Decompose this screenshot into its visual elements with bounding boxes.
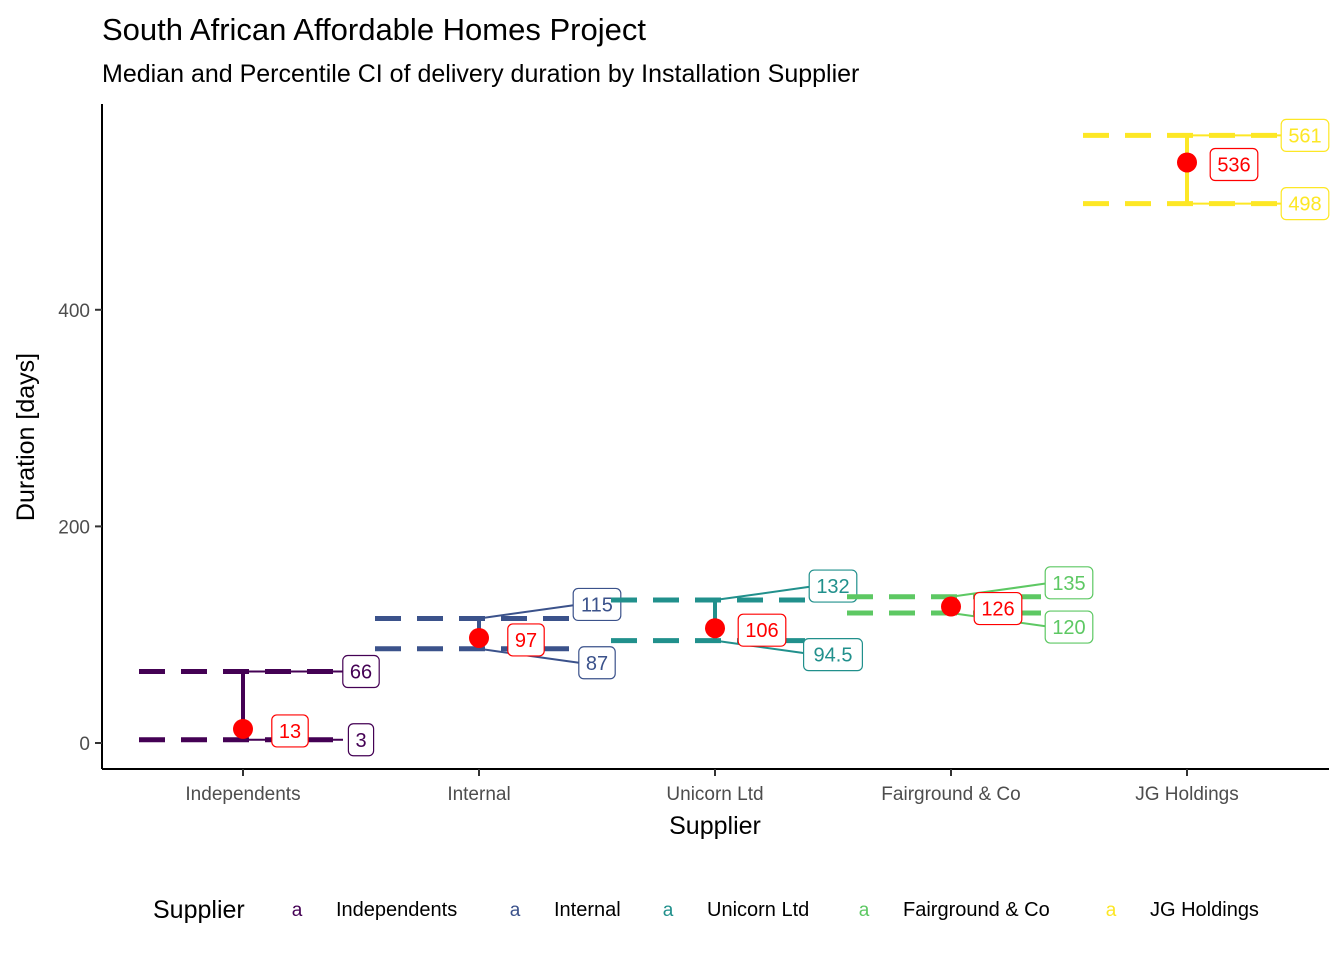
upper-value-label-box <box>808 569 858 603</box>
median-point <box>1177 152 1197 173</box>
legend-label: Unicorn Ltd <box>707 899 809 921</box>
chart-title: South African Affordable Homes Project <box>102 12 646 47</box>
median-value-label-box <box>973 591 1023 626</box>
lower-value-label-box <box>1280 187 1330 221</box>
chart-subtitle: Median and Percentile CI of delivery dur… <box>102 60 859 88</box>
upper-value-label: 132 <box>816 576 849 598</box>
legend-label: JG Holdings <box>1150 899 1259 921</box>
plot-area: 66 3 13 115 87 97 132 94.5 106 135 120 126 561 498 536 <box>139 118 1330 757</box>
y-axis-title: Duration [days] <box>12 353 40 521</box>
legend: Supplier a Independents a Internal a Unicorn … <box>153 896 1259 924</box>
lower-label-leader <box>714 639 816 656</box>
upper-value-label: 66 <box>350 662 372 684</box>
lower-value-label-box <box>1044 610 1094 644</box>
lower-value-label: 87 <box>586 653 608 675</box>
upper-label-leader <box>714 585 816 602</box>
upper-label-leader <box>478 603 580 620</box>
y-tick-label: 0 <box>79 734 90 755</box>
median-value-label-box <box>271 714 309 748</box>
x-axis-ticks: Independents Internal Unicorn Ltd Fairgroun… <box>185 769 1239 805</box>
upper-value-label: 135 <box>1052 573 1085 595</box>
series-internal: 115 87 97 <box>375 587 622 680</box>
median-value-label-box <box>507 623 545 657</box>
lower-value-label: 120 <box>1052 617 1085 639</box>
upper-value-label-box <box>342 654 380 689</box>
legend-label: Fairground & Co <box>903 899 1050 921</box>
x-tick-label: Fairground & Co <box>881 784 1020 805</box>
x-tick-label: Internal <box>447 784 510 805</box>
series-independents: 66 3 13 <box>139 654 380 757</box>
legend-key: a <box>663 900 674 921</box>
lower-value-label: 3 <box>355 730 366 752</box>
legend-key: a <box>1106 900 1117 921</box>
upper-value-label: 561 <box>1288 125 1321 147</box>
x-tick-label: Independents <box>185 784 300 805</box>
series-jg-holdings: 561 498 536 <box>1083 118 1330 221</box>
median-value-label-box <box>1209 147 1259 182</box>
median-value-label: 13 <box>279 721 301 743</box>
lower-value-label-box <box>802 638 863 672</box>
median-point <box>941 596 961 617</box>
series-unicorn-ltd: 132 94.5 106 <box>611 569 863 672</box>
x-tick-label: Unicorn Ltd <box>666 784 763 805</box>
median-point <box>705 618 725 639</box>
legend-key: a <box>510 900 521 921</box>
median-value-label: 126 <box>981 599 1014 621</box>
y-tick-label: 200 <box>58 517 90 538</box>
upper-value-label-box <box>572 587 622 622</box>
lower-value-label: 94.5 <box>814 645 853 667</box>
lower-value-label-box <box>347 723 375 757</box>
lower-value-label: 498 <box>1288 194 1321 216</box>
legend-key: a <box>292 900 303 921</box>
upper-value-label: 115 <box>581 594 613 616</box>
legend-key: a <box>859 900 870 921</box>
y-axis-ticks: 0 200 400 <box>58 301 102 755</box>
y-tick-label: 400 <box>58 301 90 322</box>
legend-title: Supplier <box>153 896 245 924</box>
median-point <box>469 627 489 648</box>
median-value-label: 536 <box>1217 154 1250 176</box>
upper-value-label-box <box>1280 118 1330 153</box>
median-value-label: 97 <box>515 630 537 652</box>
upper-value-label-box <box>1044 566 1094 600</box>
median-value-label-box <box>737 613 787 647</box>
lower-value-label-box <box>578 646 616 680</box>
median-point <box>233 718 253 739</box>
upper-label-leader <box>950 581 1052 598</box>
x-tick-label: JG Holdings <box>1135 784 1239 805</box>
legend-label: Independents <box>336 899 457 921</box>
x-axis-title: Supplier <box>669 812 761 840</box>
legend-label: Internal <box>554 899 621 921</box>
series-fairground-co: 135 120 126 <box>847 566 1094 644</box>
median-value-label: 106 <box>745 620 778 642</box>
